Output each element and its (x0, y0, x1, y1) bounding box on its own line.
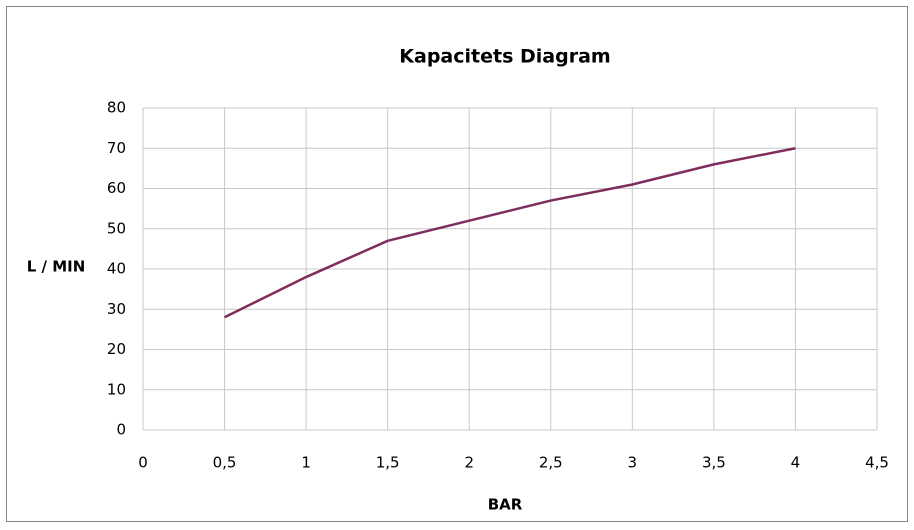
x-tick-label: 0 (138, 454, 148, 472)
x-tick-label: 2,5 (539, 454, 563, 472)
chart-title: Kapacitets Diagram (399, 46, 610, 68)
y-tick-label: 0 (116, 421, 126, 439)
y-tick-label: 70 (107, 139, 126, 157)
x-tick-label: 1,5 (376, 454, 400, 472)
y-tick-label: 20 (107, 340, 126, 358)
x-tick-label: 4 (791, 454, 801, 472)
x-tick-label: 3 (628, 454, 638, 472)
x-tick-label: 4,5 (865, 454, 889, 472)
y-tick-label: 80 (107, 99, 126, 117)
y-tick-label: 30 (107, 300, 126, 318)
x-tick-label: 1 (301, 454, 311, 472)
x-tick-label: 0,5 (213, 454, 237, 472)
data-line (224, 147, 796, 319)
y-tick-label: 60 (107, 179, 126, 197)
y-tick-label: 40 (107, 260, 126, 278)
y-tick-label: 10 (107, 380, 126, 398)
chart-frame (6, 6, 908, 522)
x-tick-label: 2 (464, 454, 474, 472)
y-tick-label: 50 (107, 219, 126, 237)
x-axis-label: BAR (488, 496, 523, 514)
x-tick-label: 3,5 (702, 454, 726, 472)
y-axis-label: L / MIN (27, 258, 86, 276)
